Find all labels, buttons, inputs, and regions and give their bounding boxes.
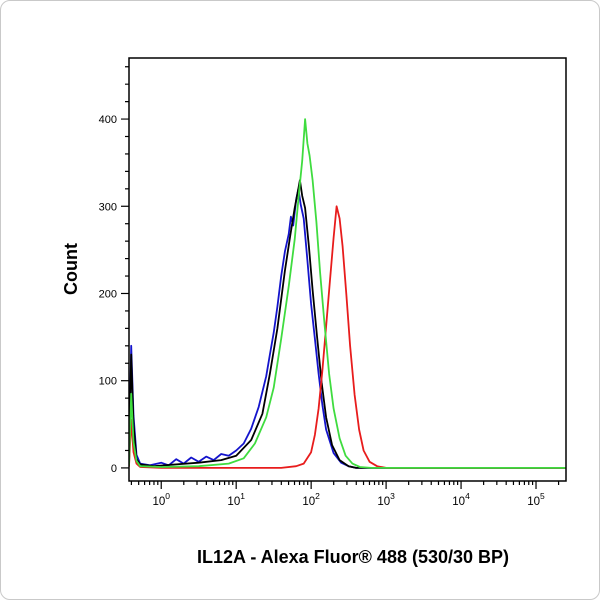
x-tick-label: 103 <box>377 491 395 508</box>
y-tick-label: 100 <box>99 376 117 388</box>
plot-border <box>128 57 567 482</box>
curve-blue-sample <box>129 187 566 469</box>
axis-tick-labels: 0 100 200 300 400 100 101 102 103 104 105 <box>99 114 545 508</box>
x-tick-label: 100 <box>152 491 170 508</box>
y-tick-label: 200 <box>99 288 117 300</box>
curve-green-sample <box>129 118 566 469</box>
y-axis-label: Count <box>61 243 81 295</box>
y-tick-label: 400 <box>99 114 117 126</box>
y-tick-label: 0 <box>111 463 117 475</box>
x-tick-label: 102 <box>302 491 320 508</box>
histogram-curves <box>129 118 566 469</box>
curve-black-sample <box>129 179 566 469</box>
curve-red-sample <box>129 205 566 469</box>
x-tick-label: 101 <box>227 491 245 508</box>
x-tick-label: 105 <box>527 491 545 508</box>
axis-ticks <box>121 66 560 489</box>
x-axis-title: IL12A - Alexa Fluor® 488 (530/30 BP) <box>197 547 509 567</box>
y-tick-label: 300 <box>99 201 117 213</box>
x-tick-label: 104 <box>452 491 470 508</box>
